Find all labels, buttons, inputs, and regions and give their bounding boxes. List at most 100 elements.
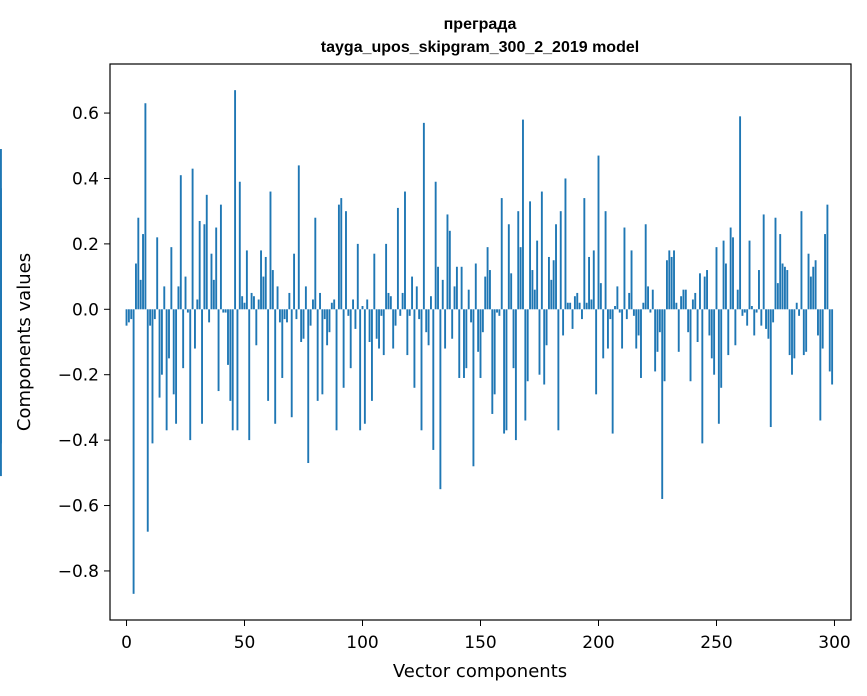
bar <box>505 309 508 431</box>
y-tick-label: −0.6 <box>58 497 99 517</box>
bar <box>253 296 255 310</box>
bar <box>571 309 574 329</box>
bar <box>713 309 716 375</box>
bar <box>352 299 355 310</box>
bar <box>668 250 671 310</box>
bar <box>559 211 562 310</box>
bar <box>172 309 175 395</box>
bar <box>793 309 796 359</box>
bar <box>401 292 404 310</box>
bar <box>547 256 550 310</box>
bar <box>160 309 163 375</box>
bar <box>328 309 331 333</box>
bar <box>467 289 470 310</box>
bar <box>198 220 201 310</box>
bar <box>791 309 793 375</box>
bar <box>163 286 166 310</box>
bar <box>510 273 513 310</box>
bar <box>585 302 588 310</box>
bar <box>647 286 649 310</box>
bar <box>375 309 378 339</box>
bar <box>363 309 366 424</box>
bar <box>333 299 336 310</box>
bar <box>750 306 753 310</box>
bar <box>566 302 569 310</box>
bar <box>458 309 461 378</box>
bar <box>644 224 647 310</box>
bar <box>748 240 751 310</box>
bar <box>623 227 626 310</box>
bar <box>347 309 350 316</box>
bar <box>531 270 534 310</box>
bar <box>0 309 2 431</box>
bar <box>781 263 784 310</box>
bar <box>819 309 822 421</box>
bar <box>356 243 359 310</box>
bar <box>437 266 439 310</box>
bar <box>498 309 501 316</box>
bar <box>342 309 345 388</box>
bar <box>463 309 465 378</box>
bar <box>182 309 185 369</box>
bar <box>380 309 383 316</box>
bar <box>802 309 805 356</box>
bar <box>205 194 208 310</box>
bar <box>425 309 428 333</box>
bar <box>573 296 576 310</box>
bar <box>533 289 536 310</box>
bar <box>687 309 690 333</box>
bar <box>241 296 244 310</box>
bar <box>194 309 196 349</box>
bar <box>673 250 675 310</box>
bar <box>186 309 189 313</box>
bar <box>453 286 456 310</box>
bar <box>250 292 253 310</box>
bar <box>689 309 692 382</box>
bar <box>817 309 819 336</box>
bar <box>245 250 248 310</box>
bar <box>212 279 215 310</box>
bar <box>599 283 602 310</box>
bar <box>330 302 333 310</box>
bar <box>264 256 267 310</box>
bar <box>800 211 803 310</box>
plot-frame <box>109 63 852 621</box>
bar <box>826 204 829 310</box>
bar <box>670 256 673 310</box>
bar <box>465 309 468 369</box>
bar <box>455 266 458 310</box>
bar <box>522 119 524 310</box>
bar <box>146 309 149 532</box>
y-tick-label: 0.0 <box>72 300 99 320</box>
bar <box>814 260 817 310</box>
bar-series <box>0 90 834 594</box>
bar <box>576 292 579 310</box>
bar <box>302 309 305 339</box>
bar <box>727 309 730 356</box>
bar <box>269 191 272 310</box>
bar <box>588 256 590 310</box>
bar <box>208 309 211 323</box>
bar <box>732 237 734 310</box>
bar <box>404 191 406 310</box>
bar <box>526 309 529 382</box>
bar <box>243 302 246 310</box>
bar <box>389 296 392 310</box>
x-axis-ticks: 0 50 100 150 200 250 300 <box>121 620 851 653</box>
bar <box>491 309 494 414</box>
bar <box>496 309 498 313</box>
bar <box>219 204 222 310</box>
bar <box>722 240 725 310</box>
bar <box>260 250 262 310</box>
bar <box>262 276 265 310</box>
bar <box>694 292 697 310</box>
bar <box>691 299 694 310</box>
bar <box>821 309 824 349</box>
bar <box>831 309 834 385</box>
bar <box>326 309 329 346</box>
bar <box>418 309 421 320</box>
bar <box>743 309 746 313</box>
bar <box>368 309 371 342</box>
bar <box>177 286 180 310</box>
